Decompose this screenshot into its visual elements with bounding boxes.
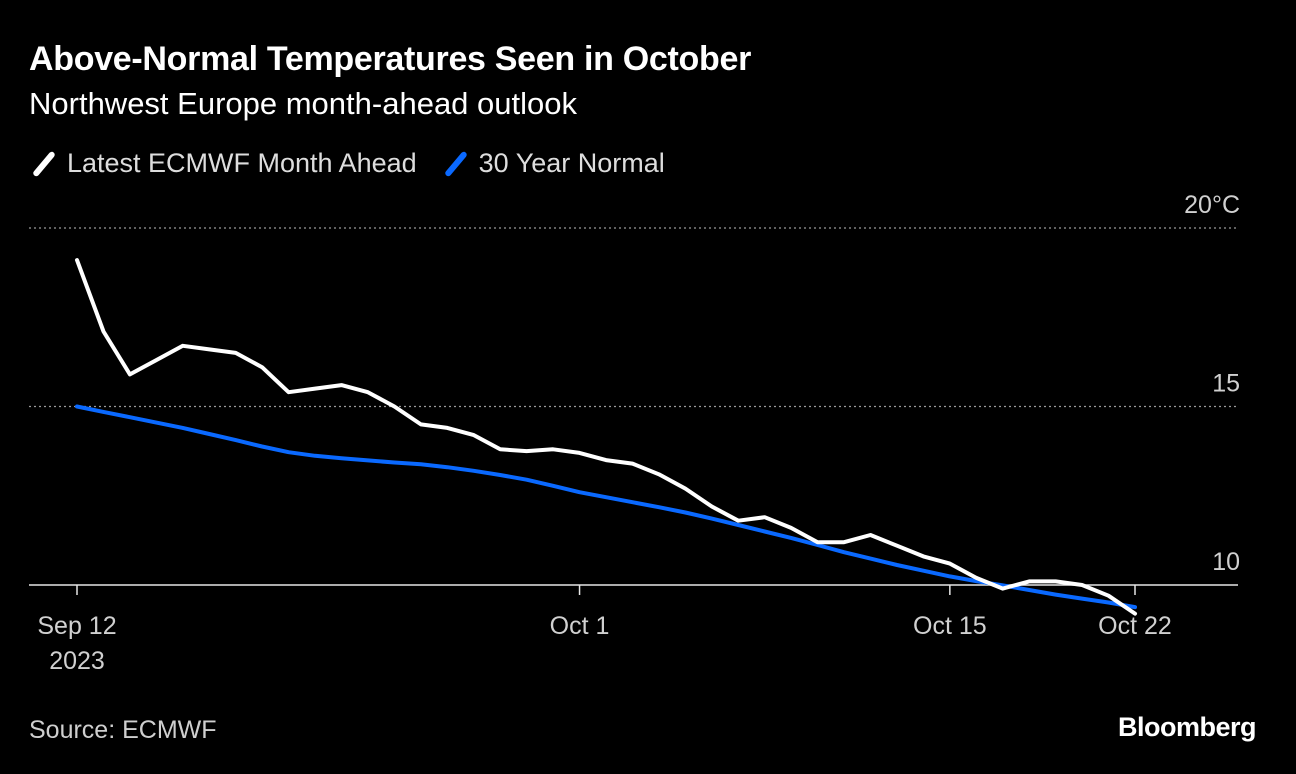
- chart-legend: Latest ECMWF Month Ahead 30 Year Normal: [29, 148, 689, 179]
- x-tick-sublabel: 2023: [49, 647, 105, 675]
- legend-label-forecast: Latest ECMWF Month Ahead: [67, 148, 417, 178]
- x-tick-label: Sep 12: [37, 612, 116, 640]
- chart-subtitle: Northwest Europe month-ahead outlook: [29, 86, 577, 121]
- bloomberg-logo: Bloomberg: [1117, 712, 1257, 742]
- x-tick-label: Oct 1: [550, 612, 610, 640]
- legend-item-forecast: Latest ECMWF Month Ahead: [29, 148, 417, 179]
- chart-title: Above-Normal Temperatures Seen in Octobe…: [29, 40, 752, 78]
- y-tick-label-10: 10: [1212, 548, 1240, 576]
- y-tick-label-20: 20°C: [1184, 191, 1240, 219]
- source-note: Source: ECMWF: [29, 716, 217, 744]
- series-line-thirty-year-normal: [75, 404, 1137, 610]
- x-tick-label: Oct 15: [913, 612, 987, 640]
- x-tick-label: Oct 22: [1098, 612, 1172, 640]
- series-line-ecmwf-forecast: [75, 258, 1137, 616]
- legend-item-normal: 30 Year Normal: [441, 148, 665, 179]
- legend-label-normal: 30 Year Normal: [478, 148, 665, 178]
- y-tick-label-15: 15: [1212, 370, 1240, 398]
